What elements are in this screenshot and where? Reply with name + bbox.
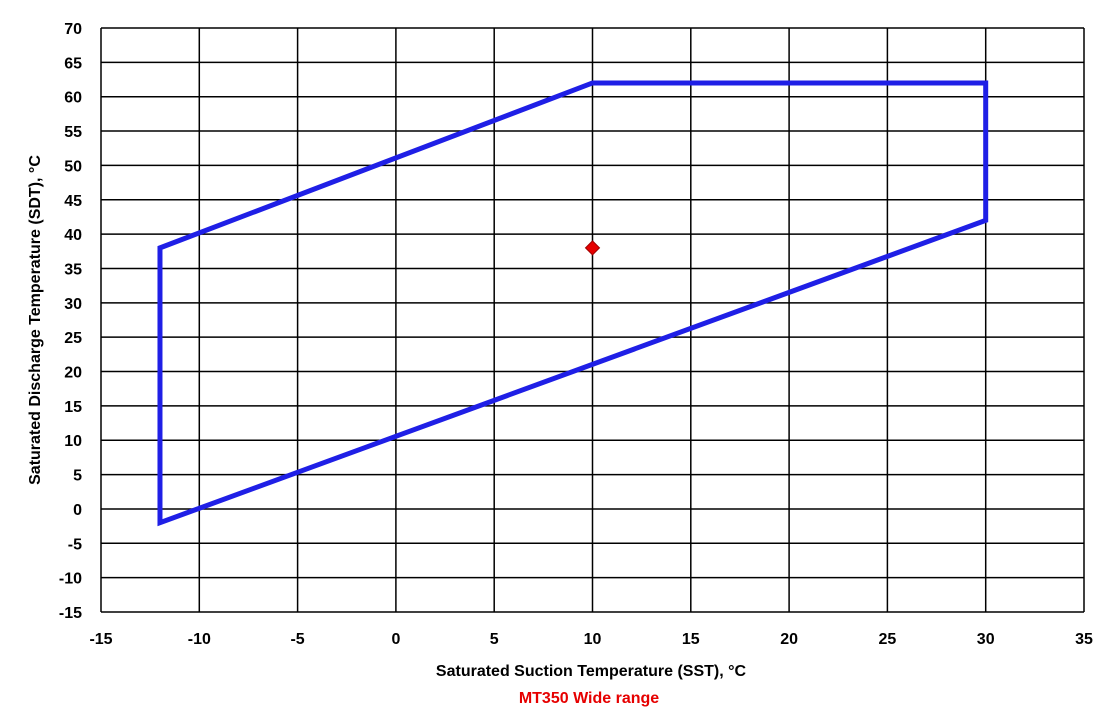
y-tick-label: 55 <box>64 124 82 141</box>
x-tick-label: 15 <box>682 631 700 648</box>
x-tick-label: -10 <box>188 631 211 648</box>
y-tick-label: 60 <box>64 90 82 107</box>
x-tick-label: 30 <box>977 631 995 648</box>
x-tick-label: -15 <box>89 631 112 648</box>
chart-subtitle: MT350 Wide range <box>519 690 659 707</box>
operating-envelope-line <box>157 80 989 527</box>
y-tick-label: 10 <box>64 433 82 450</box>
grid <box>100 27 1085 613</box>
tick-labels: -15 -10 -5 0 5 10 15 20 25 30 35 -15 -10 -5 0 5 10 15 20 25… <box>59 21 1093 648</box>
y-tick-label: 20 <box>64 365 82 382</box>
x-tick-label: 25 <box>879 631 897 648</box>
x-tick-label: 20 <box>780 631 798 648</box>
y-tick-label: 35 <box>64 261 82 278</box>
y-tick-label: 45 <box>64 193 82 210</box>
y-tick-label: -15 <box>59 605 82 622</box>
y-tick-label: 30 <box>64 296 82 313</box>
x-tick-label: 35 <box>1075 631 1093 648</box>
series-layer <box>157 80 989 527</box>
y-tick-label: 5 <box>73 468 82 485</box>
y-tick-label: 70 <box>64 21 82 38</box>
x-tick-label: 0 <box>391 631 400 648</box>
y-tick-label: -5 <box>68 536 82 553</box>
y-tick-label: 65 <box>64 55 82 72</box>
x-axis-label: Saturated Suction Temperature (SST), °C <box>436 663 747 680</box>
y-tick-label: 15 <box>64 399 82 416</box>
y-axis-label: Saturated Discharge Temperature (SDT), °… <box>27 155 44 485</box>
y-tick-label: 0 <box>73 502 82 519</box>
x-tick-label: -5 <box>290 631 304 648</box>
y-tick-label: 40 <box>64 227 82 244</box>
x-tick-label: 10 <box>584 631 602 648</box>
y-tick-label: -10 <box>59 571 82 588</box>
x-tick-label: 5 <box>490 631 499 648</box>
operating-point-marker <box>584 240 601 256</box>
y-tick-label: 25 <box>64 330 82 347</box>
y-tick-label: 50 <box>64 158 82 175</box>
